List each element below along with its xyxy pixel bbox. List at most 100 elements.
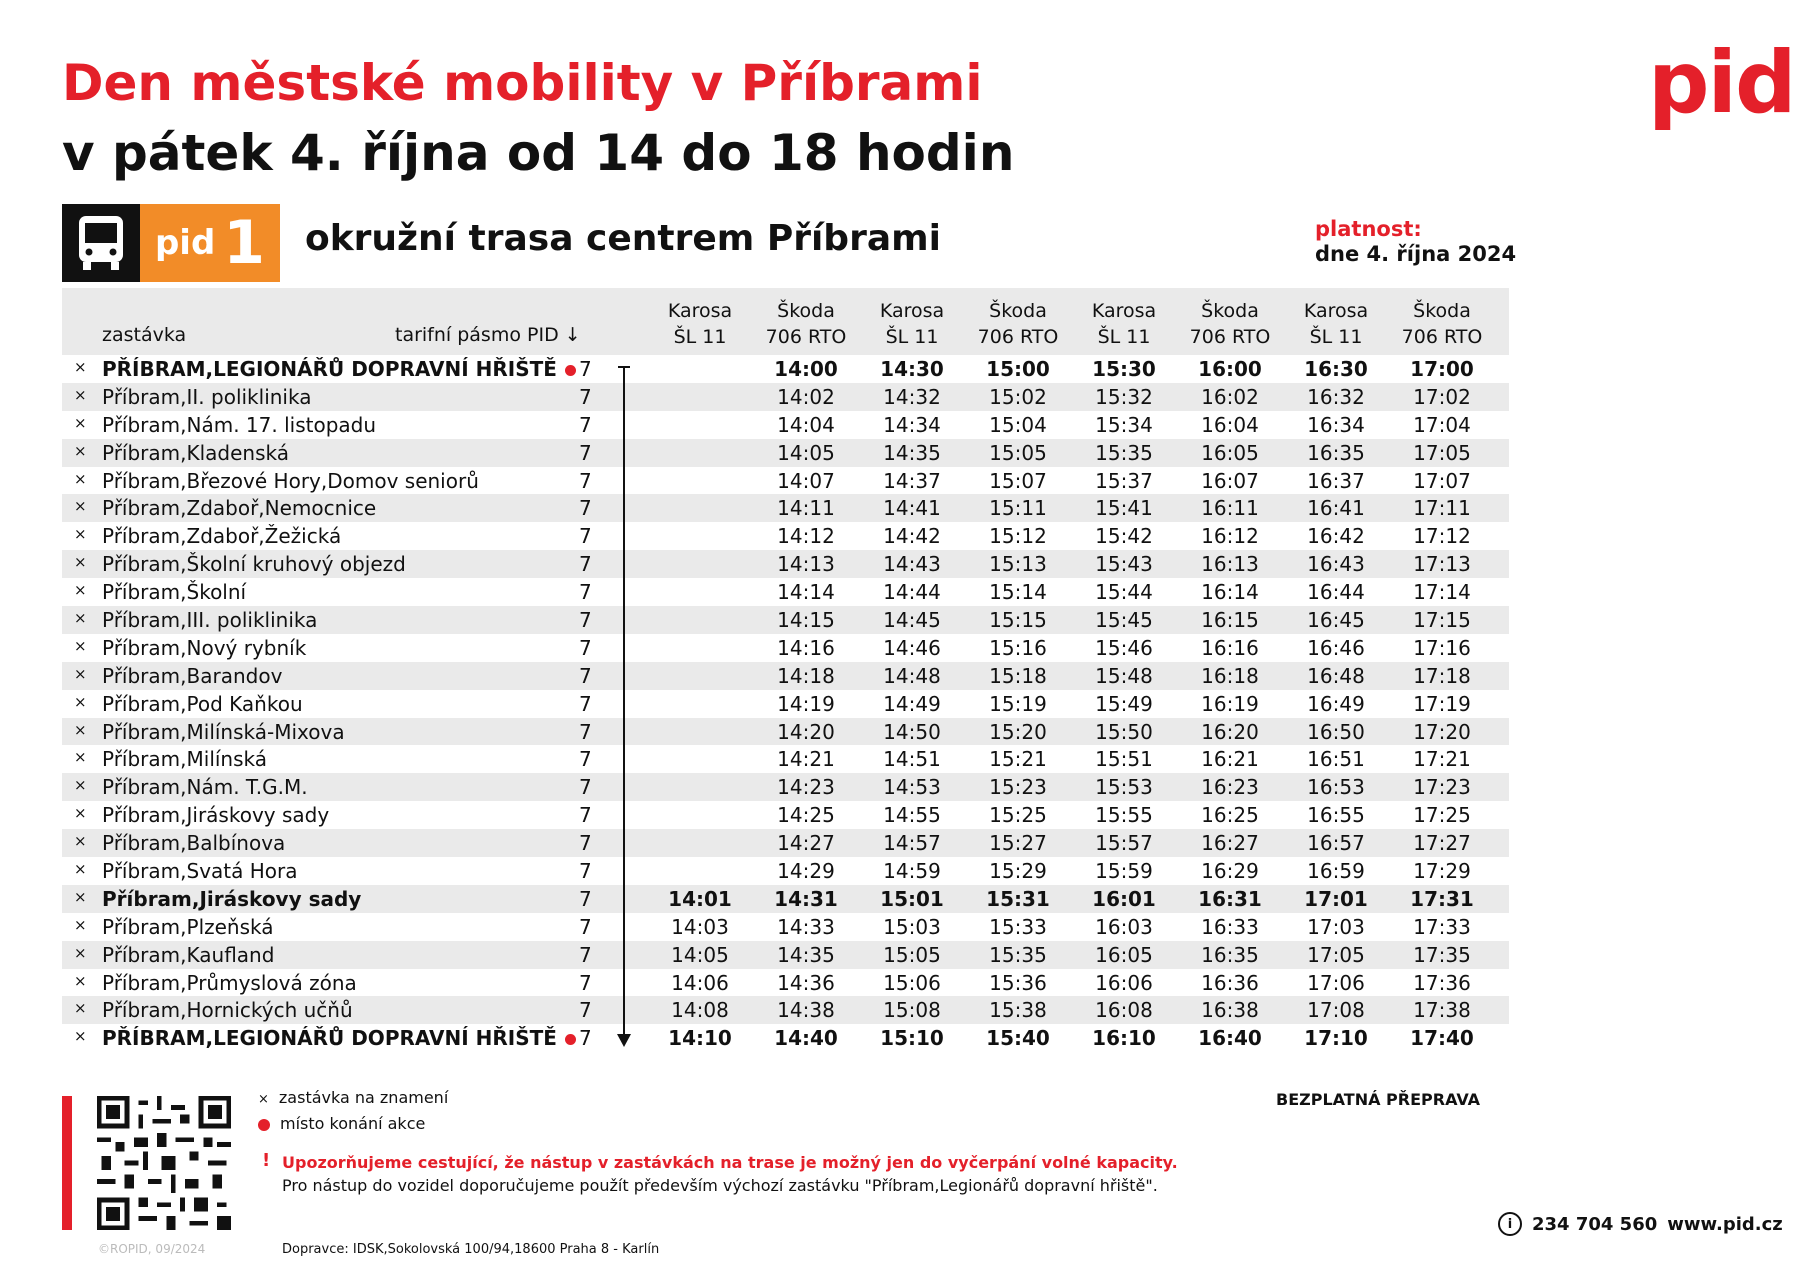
departure-time: 16:16 xyxy=(1201,635,1259,660)
direction-arrow xyxy=(623,366,625,1038)
header-zone: tarifní pásmo PID ↓ xyxy=(395,324,581,346)
departure-time: 17:10 xyxy=(1304,1026,1368,1051)
contact: i 234 704 560 www.pid.cz xyxy=(1498,1212,1783,1236)
departure-time: 14:53 xyxy=(883,775,941,800)
departure-time: 15:12 xyxy=(989,524,1047,549)
stop-name: Příbram,Barandov xyxy=(102,663,283,688)
qr-code[interactable] xyxy=(97,1096,231,1230)
departure-time: 16:19 xyxy=(1201,691,1259,716)
departure-time: 14:33 xyxy=(777,914,835,939)
departure-time: 14:01 xyxy=(668,886,732,911)
departure-time: 15:18 xyxy=(989,663,1047,688)
departure-time: 15:32 xyxy=(1095,384,1153,409)
departure-time: 14:45 xyxy=(883,608,941,633)
departure-time: 14:35 xyxy=(777,942,835,967)
departure-time: 16:06 xyxy=(1095,970,1153,995)
stop-name: Příbram,Zdaboř,Nemocnice xyxy=(102,496,377,521)
table-row: × Příbram,Pod Kaňkou 7 14:19 14:49 15:19 15:49… xyxy=(62,690,1509,718)
departure-time: 16:36 xyxy=(1201,970,1259,995)
departure-time: 16:30 xyxy=(1304,357,1368,381)
departure-time: 14:03 xyxy=(671,914,729,939)
departure-time: 16:03 xyxy=(1095,914,1153,939)
departure-time: 16:41 xyxy=(1307,496,1365,521)
departure-time: 16:42 xyxy=(1307,524,1365,549)
departure-time: 15:27 xyxy=(989,831,1047,856)
departure-time: 14:35 xyxy=(883,440,941,465)
departure-time: 16:08 xyxy=(1095,998,1153,1023)
departure-time: 14:43 xyxy=(883,552,941,577)
departure-time: 14:02 xyxy=(777,384,835,409)
departure-time: 16:29 xyxy=(1201,859,1259,884)
departure-time: 15:05 xyxy=(989,440,1047,465)
departure-time: 15:33 xyxy=(989,914,1047,939)
legend-request-stop: × zastávka na znamení xyxy=(258,1088,449,1107)
stop-name: Příbram,Milínská-Mixova xyxy=(102,719,345,744)
departure-time: 14:05 xyxy=(777,440,835,465)
departure-time: 15:16 xyxy=(989,635,1047,660)
departure-time: 16:57 xyxy=(1307,831,1365,856)
phone: 234 704 560 xyxy=(1532,1213,1658,1235)
departure-time: 14:07 xyxy=(777,468,835,493)
timetable: zastávka tarifní pásmo PID ↓ Karosa ŠL 11… xyxy=(62,288,1509,1052)
stop-name: Příbram,III. poliklinika xyxy=(102,608,318,633)
vehicle-header: Škoda 706 RTO xyxy=(1189,300,1271,348)
departure-time: 16:21 xyxy=(1201,747,1259,772)
tariff-zone: 7 xyxy=(579,608,592,633)
request-stop-icon: × xyxy=(74,776,87,795)
departure-time: 16:15 xyxy=(1201,608,1259,633)
departure-time: 14:13 xyxy=(777,552,835,577)
tariff-zone: 7 xyxy=(579,635,592,660)
departure-time: 14:40 xyxy=(774,1026,838,1051)
line-number: pid 1 xyxy=(140,204,280,282)
departure-time: 16:45 xyxy=(1307,608,1365,633)
departure-time: 17:25 xyxy=(1413,803,1471,828)
departure-time: 16:31 xyxy=(1198,886,1262,911)
departure-time: 17:19 xyxy=(1413,691,1471,716)
stop-name: Příbram,Kaufland xyxy=(102,942,275,967)
table-row: × Příbram,Svatá Hora 7 14:29 14:59 15:29 15:59… xyxy=(62,857,1509,885)
warning-text: Pro nástup do vozidel doporučujeme použí… xyxy=(282,1176,1158,1195)
departure-time: 17:05 xyxy=(1307,942,1365,967)
tariff-zone: 7 xyxy=(579,440,592,465)
request-stop-icon: × xyxy=(74,609,87,628)
stop-name: Příbram,Pod Kaňkou xyxy=(102,691,303,716)
departure-time: 16:13 xyxy=(1201,552,1259,577)
footer-red-bar xyxy=(62,1096,72,1230)
departure-time: 14:36 xyxy=(777,970,835,995)
departure-time: 17:33 xyxy=(1413,914,1471,939)
line-badge: pid 1 xyxy=(62,204,280,282)
direction-arrow-head xyxy=(617,1034,631,1047)
table-row: × Příbram,II. poliklinika 7 14:02 14:32 15:02… xyxy=(62,382,1509,411)
departure-time: 16:04 xyxy=(1201,412,1259,437)
departure-time: 15:07 xyxy=(989,468,1047,493)
departure-time: 15:02 xyxy=(989,384,1047,409)
tariff-zone: 7 xyxy=(579,691,592,716)
request-stop-icon: × xyxy=(258,1092,269,1107)
stop-name: Příbram,Hornických učňů xyxy=(102,998,353,1023)
table-row: × PŘÍBRAM,LEGIONÁŘŮ DOPRAVNÍ HŘIŠTĚ 7 14:10… xyxy=(62,1024,1509,1052)
departure-time: 15:06 xyxy=(883,970,941,995)
bus-icon xyxy=(62,204,140,282)
request-stop-icon: × xyxy=(74,999,87,1018)
departure-time: 16:44 xyxy=(1307,580,1365,605)
departure-time: 14:50 xyxy=(883,719,941,744)
departure-time: 17:12 xyxy=(1413,524,1471,549)
line-number-value: 1 xyxy=(223,208,266,278)
departure-time: 14:37 xyxy=(883,468,941,493)
validity: platnost: dne 4. října 2024 xyxy=(1315,217,1516,267)
departure-time: 14:30 xyxy=(880,357,944,381)
departure-time: 14:12 xyxy=(777,524,835,549)
departure-time: 14:38 xyxy=(777,998,835,1023)
departure-time: 17:27 xyxy=(1413,831,1471,856)
tariff-zone: 7 xyxy=(579,663,592,688)
departure-time: 17:20 xyxy=(1413,719,1471,744)
departure-time: 16:10 xyxy=(1092,1026,1156,1051)
website-link[interactable]: www.pid.cz xyxy=(1667,1213,1783,1235)
table-row: × Příbram,Nový rybník 7 14:16 14:46 15:16 15:4… xyxy=(62,634,1509,662)
request-stop-icon: × xyxy=(74,832,87,851)
tariff-zone: 7 xyxy=(579,524,592,549)
departure-time: 16:00 xyxy=(1198,357,1262,381)
tariff-zone: 7 xyxy=(579,357,592,381)
departure-time: 15:34 xyxy=(1095,412,1153,437)
operator: Dopravce: IDSK,Sokolovská 100/94,18600 P… xyxy=(282,1242,660,1257)
